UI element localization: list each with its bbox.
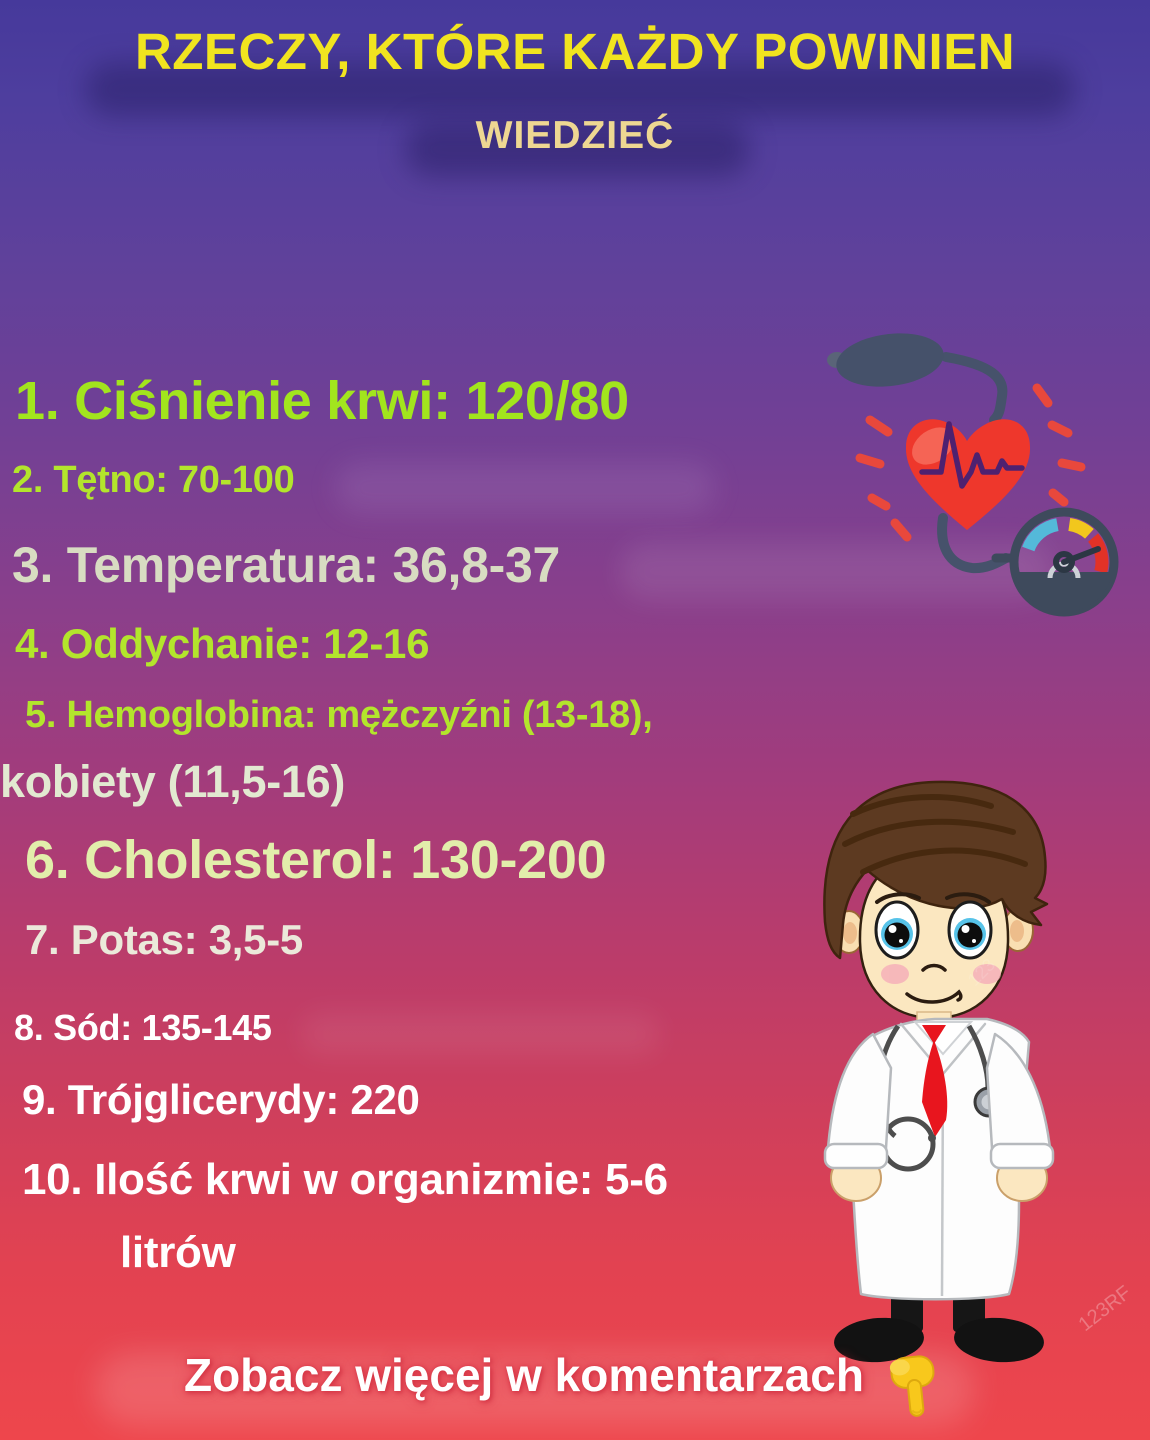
pointing-down-emoji — [889, 1355, 935, 1417]
doctor-tie — [922, 1025, 948, 1137]
list-item-1: 1. Ciśnienie krwi: 120/80 — [15, 371, 629, 431]
gauge-icon — [991, 507, 1119, 617]
pump-bulb-icon — [836, 333, 944, 387]
list-item-6: 6. Cholesterol: 130-200 — [25, 830, 607, 890]
list-item-5: 5. Hemoglobina: mężczyźni (13-18), — [25, 694, 653, 736]
footer-cta: Zobacz więcej w komentarzach — [0, 1348, 1136, 1420]
list-item-9: 9. Trójglicerydy: 220 — [22, 1076, 420, 1123]
list-item-4: 4. Oddychanie: 12-16 — [15, 620, 430, 667]
doctor-shoes — [834, 1317, 1044, 1363]
coat-cuffs — [823, 1142, 1055, 1170]
list-item-2: 2. Tętno: 70-100 — [12, 459, 295, 501]
ghost-blur — [335, 462, 715, 514]
footer-text: Zobacz więcej w komentarzach — [183, 1349, 864, 1401]
heart-rays — [855, 383, 1086, 542]
doctor-illustration: 123RF 123 — [823, 780, 1135, 1363]
list-item-5-continuation: kobiety (11,5-16) — [0, 756, 346, 807]
page-title: RZECZY, KTÓRE KAŻDY POWINIEN — [134, 23, 1016, 80]
doctor-eyebrows — [875, 892, 991, 904]
doctor-nose — [921, 963, 947, 972]
page-subtitle: WIEDZIEĆ — [475, 114, 675, 157]
watermark-text: 123RF — [1075, 1282, 1135, 1336]
list-item-10: 10. Ilość krwi w organizmie: 5-6 — [22, 1155, 668, 1204]
doctor-eyes — [874, 900, 993, 960]
doctor-mouth — [905, 989, 963, 1004]
list-item-3: 3. Temperatura: 36,8-37 — [12, 537, 560, 593]
list-item-7: 7. Potas: 3,5-5 — [25, 916, 303, 963]
pump-tube — [941, 352, 1008, 425]
ghost-blur — [300, 1012, 660, 1056]
heart-ecg-icon — [905, 419, 1031, 530]
list-item-8: 8. Sód: 135-145 — [14, 1007, 272, 1048]
doctor-cheeks — [881, 964, 1001, 984]
doctor-hair — [823, 780, 1049, 960]
gauge-tube — [937, 513, 1011, 574]
list-item-10-continuation: litrów — [120, 1228, 236, 1277]
blood-pressure-illustration — [827, 333, 1119, 617]
